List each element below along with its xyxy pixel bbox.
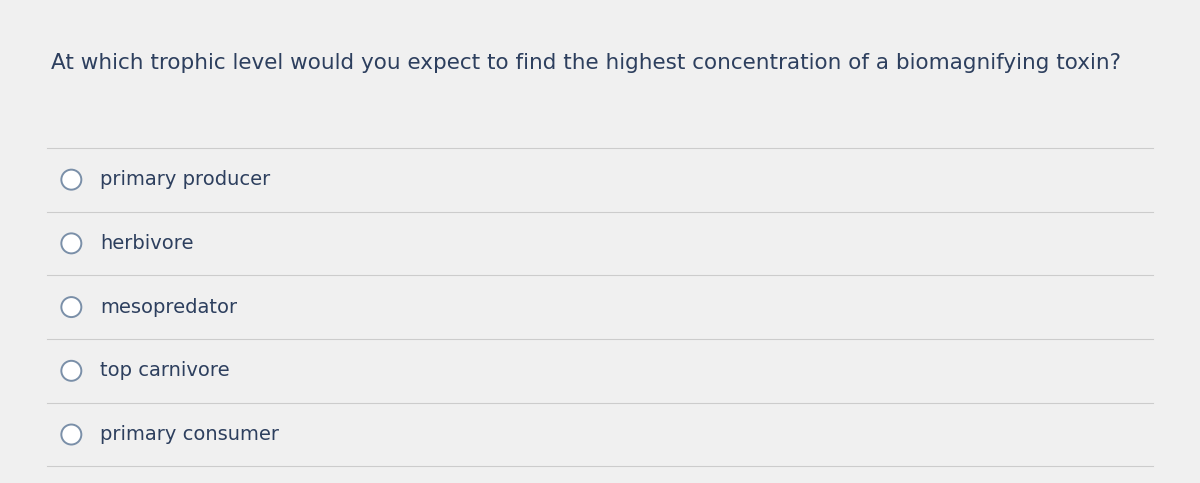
Ellipse shape (61, 233, 82, 254)
Text: mesopredator: mesopredator (101, 298, 238, 316)
Text: primary consumer: primary consumer (101, 425, 280, 444)
Ellipse shape (61, 297, 82, 317)
Text: top carnivore: top carnivore (101, 361, 230, 380)
Ellipse shape (61, 425, 82, 444)
Text: At which trophic level would you expect to find the highest concentration of a b: At which trophic level would you expect … (50, 54, 1121, 73)
Ellipse shape (61, 170, 82, 190)
Ellipse shape (61, 361, 82, 381)
Text: herbivore: herbivore (101, 234, 193, 253)
Text: primary producer: primary producer (101, 170, 270, 189)
